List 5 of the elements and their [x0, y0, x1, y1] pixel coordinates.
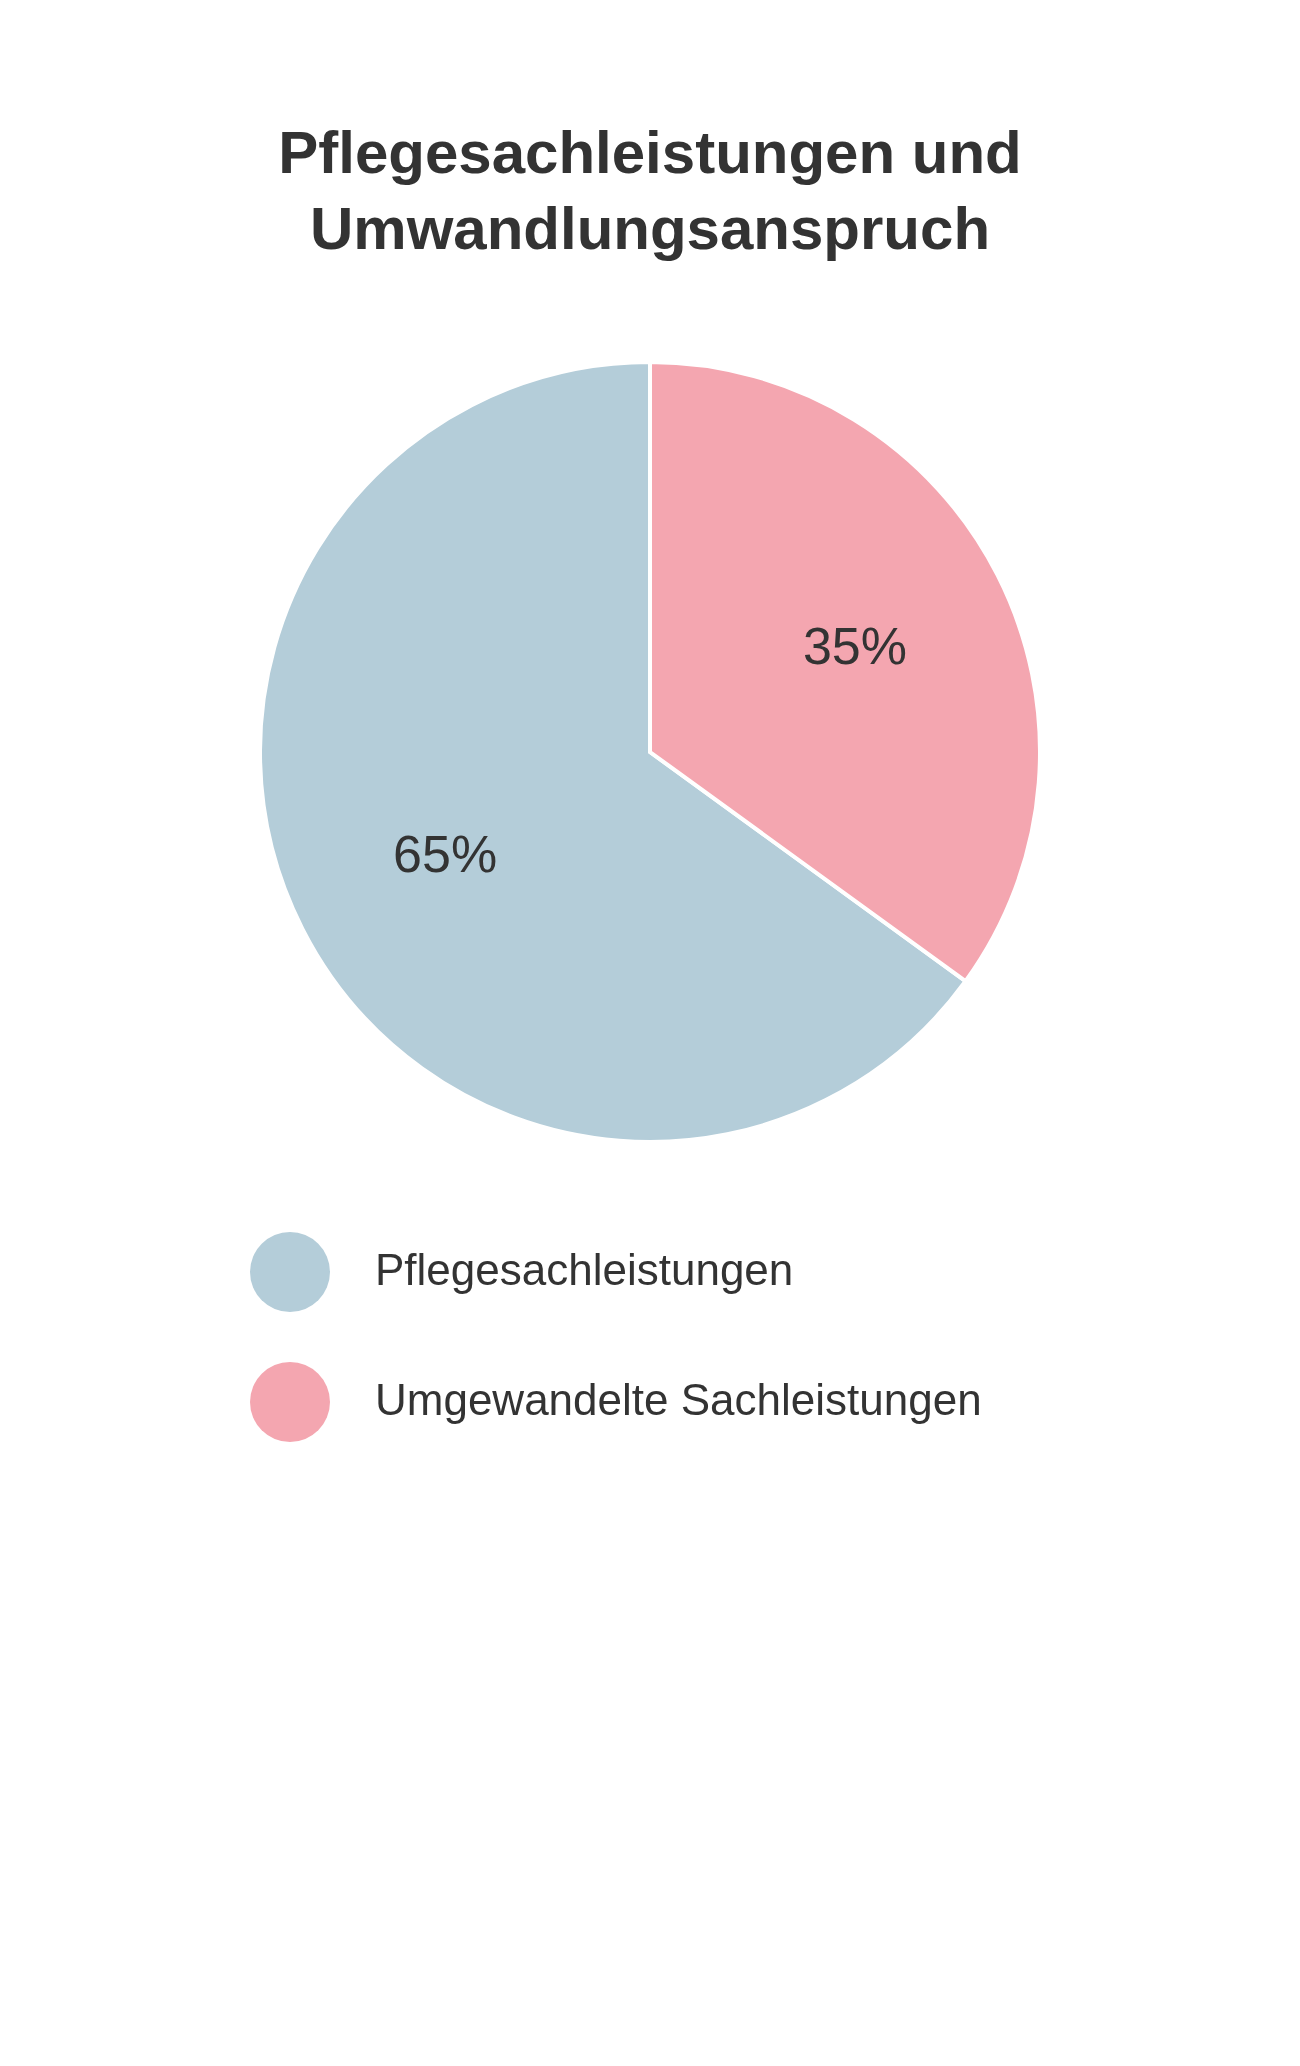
legend-label: Umgewandelte Sachleistungen: [375, 1375, 982, 1424]
legend-label: Pflegesachleistungen: [375, 1245, 794, 1294]
chart-title: Pflegesachleistungen und Umwandlungsanspruch: [278, 119, 1022, 262]
data-label: 35%: [802, 616, 907, 675]
data-label: 65%: [393, 825, 498, 884]
